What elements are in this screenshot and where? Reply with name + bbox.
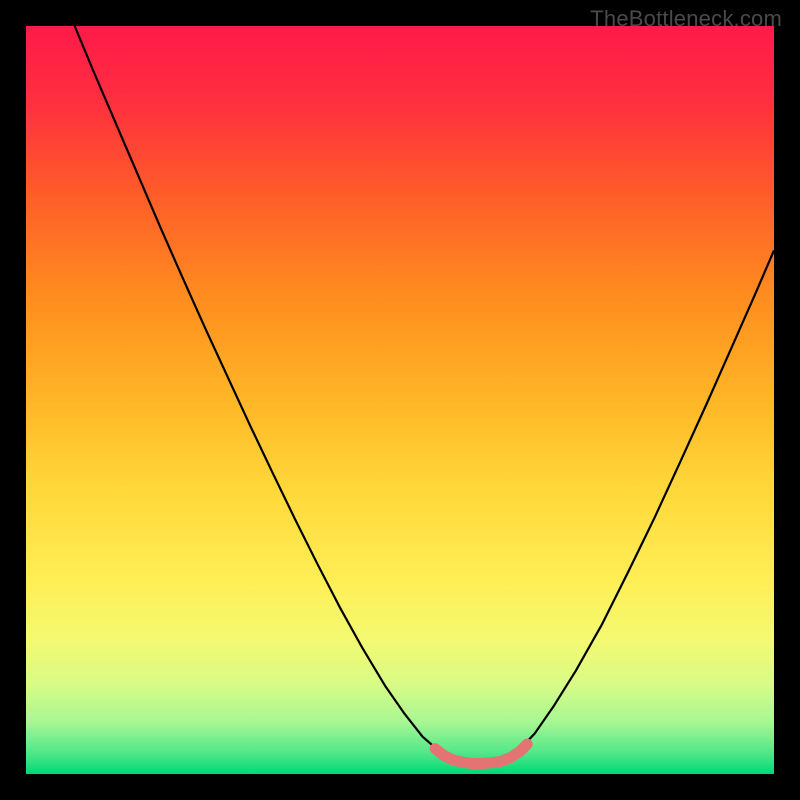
- chart-container: TheBottleneck.com: [0, 0, 800, 800]
- gradient-background: [26, 26, 774, 774]
- plot-area: [26, 26, 774, 774]
- watermark-label: TheBottleneck.com: [590, 6, 782, 32]
- chart-svg: [26, 26, 774, 774]
